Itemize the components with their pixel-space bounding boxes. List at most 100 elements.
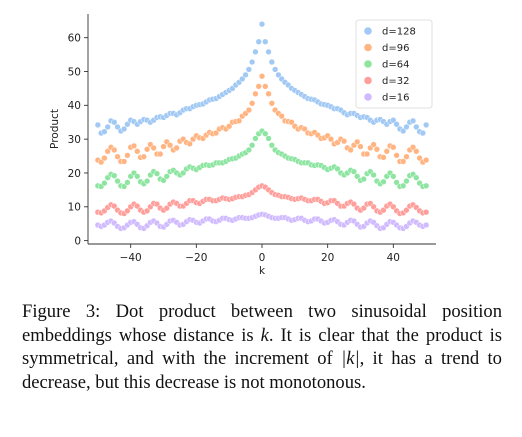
point-d-96	[140, 153, 147, 160]
point-d-64	[101, 179, 108, 187]
point-d-96	[390, 144, 397, 151]
legend-marker-d-64	[364, 60, 372, 68]
point-d-128	[400, 127, 407, 135]
point-d-96	[278, 113, 285, 120]
point-d-128	[423, 121, 430, 129]
point-d-32	[350, 200, 358, 208]
point-d-96	[134, 148, 141, 155]
point-d-96	[288, 119, 295, 126]
point-d-96	[124, 152, 131, 159]
point-d-128	[275, 71, 282, 79]
point-d-96	[160, 143, 167, 150]
point-d-64	[163, 173, 170, 180]
point-d-64	[134, 173, 141, 180]
point-d-128	[94, 121, 101, 129]
point-d-96	[166, 142, 174, 149]
point-d-96	[400, 158, 407, 165]
point-d-96	[114, 153, 121, 160]
point-d-96	[98, 159, 105, 166]
point-d-96	[357, 143, 364, 150]
point-d-64	[143, 177, 151, 185]
point-d-32	[124, 207, 131, 214]
legend-marker-d-16	[364, 93, 372, 101]
legend-label-d-32: d=32	[382, 76, 409, 87]
point-d-32	[134, 202, 141, 210]
point-d-32	[153, 200, 161, 208]
point-d-96	[212, 129, 220, 137]
point-d-128	[272, 66, 279, 73]
point-d-64	[265, 135, 272, 142]
point-d-128	[104, 123, 111, 131]
point-d-128	[249, 58, 256, 66]
y-tick-label: 50	[68, 66, 81, 78]
caption-mid: . It is clear that the product is symmet…	[22, 324, 502, 370]
point-d-32	[143, 207, 151, 214]
point-d-64	[334, 165, 341, 173]
point-d-64	[268, 142, 275, 149]
x-tick-label: 40	[387, 252, 400, 264]
point-d-128	[252, 48, 259, 56]
point-d-64	[390, 173, 397, 180]
point-d-128	[258, 21, 266, 28]
point-d-96	[347, 146, 354, 154]
point-d-64	[120, 183, 128, 190]
legend-label-d-128: d=128	[382, 27, 416, 38]
point-d-96	[249, 100, 256, 107]
point-d-64	[413, 174, 420, 181]
point-d-64	[380, 178, 387, 185]
point-d-96	[258, 73, 266, 80]
point-d-64	[111, 172, 118, 179]
point-d-128	[111, 119, 118, 126]
point-d-96	[268, 100, 275, 107]
point-d-96	[173, 144, 180, 152]
point-d-64	[354, 173, 361, 180]
point-d-128	[403, 123, 410, 131]
scatter-chart: 0 10 20 30 40 50 60 −40 −20 0 20 40 k Product d=128 d=9…	[49, 14, 436, 277]
point-d-96	[363, 150, 371, 158]
point-d-96	[423, 156, 430, 164]
x-axis-label: k	[259, 265, 266, 277]
point-d-128	[101, 128, 108, 135]
point-d-96	[340, 138, 348, 145]
point-d-64	[393, 179, 400, 186]
point-d-96	[104, 148, 111, 155]
point-d-64	[153, 170, 161, 177]
point-d-128	[255, 38, 262, 45]
point-d-32	[163, 205, 170, 212]
legend-label-d-16: d=16	[382, 93, 409, 104]
point-d-96	[120, 158, 128, 165]
y-tick-label: 60	[68, 32, 81, 44]
point-d-128	[124, 121, 131, 128]
point-d-32	[423, 209, 430, 216]
x-tick-label: −40	[120, 252, 142, 264]
y-axis-label: Product	[49, 109, 61, 149]
point-d-96	[143, 146, 151, 153]
y-tick-label: 20	[68, 168, 81, 180]
x-tick-label: 0	[259, 252, 266, 264]
point-d-128	[265, 48, 272, 56]
caption-math-k: k	[260, 324, 269, 346]
point-d-96	[150, 144, 157, 152]
point-d-16	[423, 221, 430, 229]
x-tick-label: 20	[321, 252, 334, 264]
point-d-96	[327, 136, 335, 143]
point-d-96	[373, 146, 381, 153]
point-d-32	[403, 207, 410, 214]
point-d-96	[262, 83, 269, 90]
point-d-96	[403, 153, 410, 160]
x-tick-label: −20	[185, 252, 207, 264]
point-d-96	[186, 140, 193, 148]
point-d-96	[111, 146, 118, 154]
point-d-64	[249, 142, 256, 149]
point-d-96	[226, 123, 233, 130]
point-d-96	[235, 117, 243, 125]
point-d-128	[419, 129, 426, 137]
point-d-128	[262, 38, 269, 45]
point-d-128	[245, 66, 252, 73]
point-d-64	[370, 171, 377, 179]
point-d-64	[262, 130, 269, 137]
point-d-96	[252, 90, 259, 97]
point-d-32	[370, 203, 377, 210]
point-d-64	[400, 182, 407, 189]
point-d-64	[423, 182, 430, 189]
